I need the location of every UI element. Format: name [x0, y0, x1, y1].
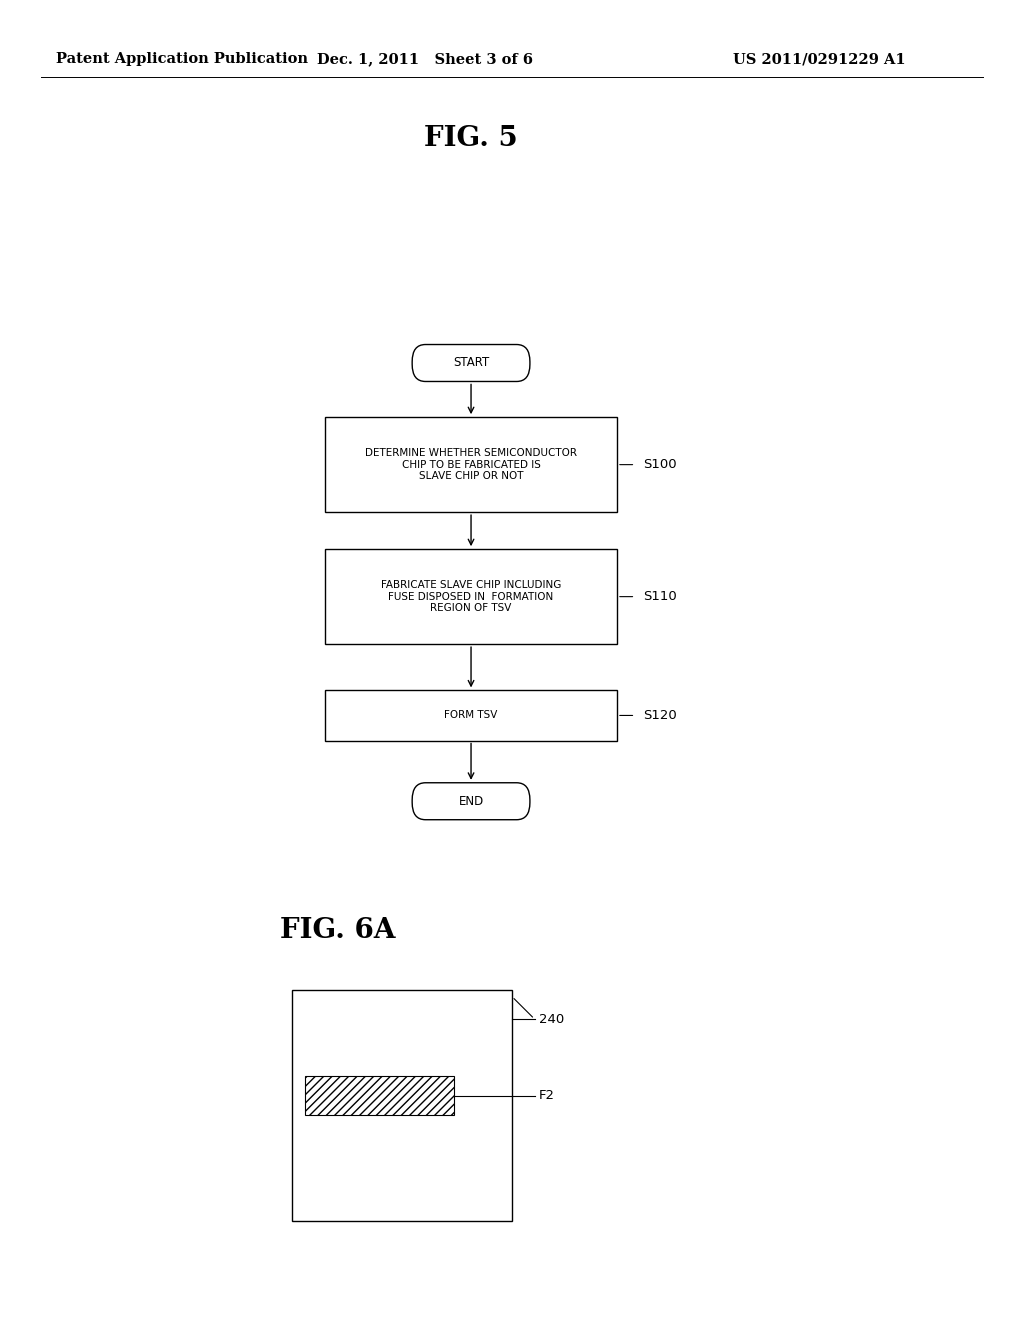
Text: S110: S110 — [644, 590, 677, 603]
Text: FABRICATE SLAVE CHIP INCLUDING
FUSE DISPOSED IN  FORMATION
REGION OF TSV: FABRICATE SLAVE CHIP INCLUDING FUSE DISP… — [381, 579, 561, 614]
Text: Patent Application Publication: Patent Application Publication — [56, 53, 308, 66]
Text: S100: S100 — [644, 458, 677, 471]
Text: START: START — [453, 356, 489, 370]
Text: FORM TSV: FORM TSV — [444, 710, 498, 721]
Text: DETERMINE WHETHER SEMICONDUCTOR
CHIP TO BE FABRICATED IS
SLAVE CHIP OR NOT: DETERMINE WHETHER SEMICONDUCTOR CHIP TO … — [365, 447, 578, 482]
Text: F2: F2 — [539, 1089, 555, 1102]
Bar — [326, 417, 616, 512]
Bar — [326, 690, 616, 741]
Bar — [326, 549, 616, 644]
Text: US 2011/0291229 A1: US 2011/0291229 A1 — [733, 53, 905, 66]
Text: S120: S120 — [644, 709, 677, 722]
Bar — [292, 990, 512, 1221]
Text: FIG. 5: FIG. 5 — [424, 125, 518, 152]
Text: 240: 240 — [539, 1012, 564, 1026]
FancyBboxPatch shape — [412, 783, 530, 820]
Text: FIG. 6A: FIG. 6A — [281, 917, 395, 944]
Text: Dec. 1, 2011   Sheet 3 of 6: Dec. 1, 2011 Sheet 3 of 6 — [317, 53, 532, 66]
FancyBboxPatch shape — [412, 345, 530, 381]
Text: END: END — [459, 795, 483, 808]
Bar — [305, 1076, 454, 1115]
